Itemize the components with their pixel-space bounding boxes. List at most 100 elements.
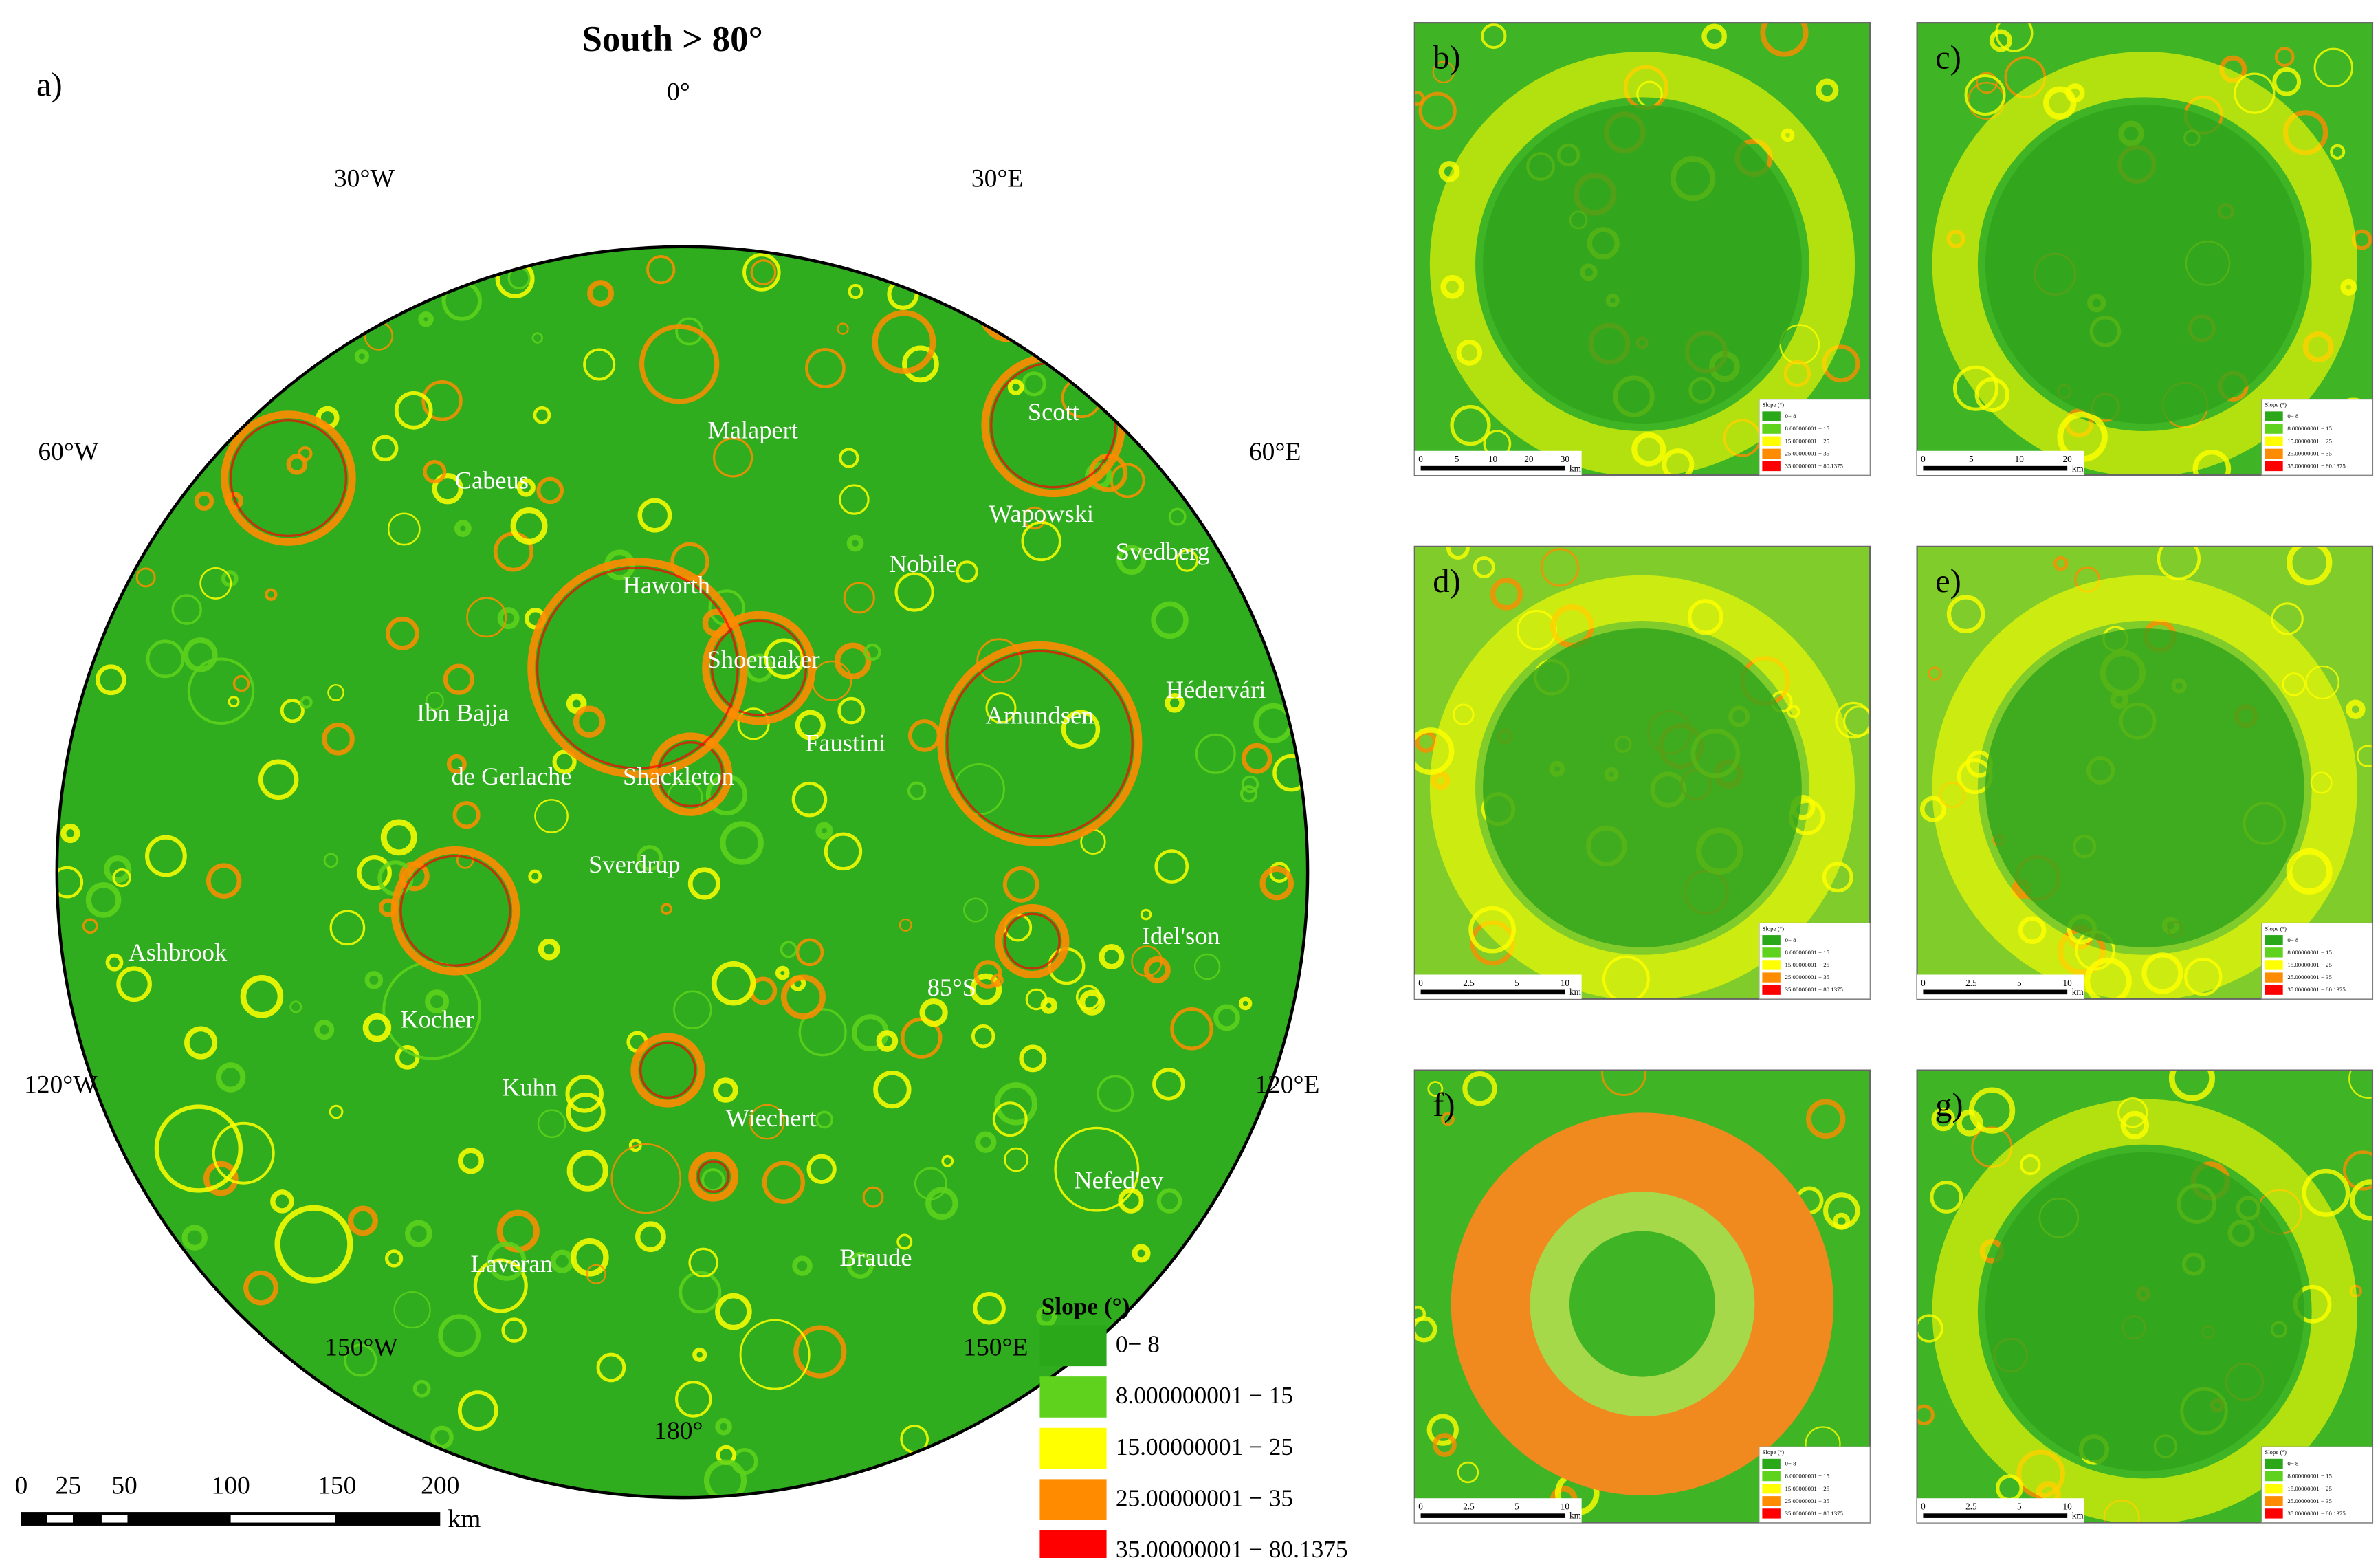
crater-rim xyxy=(510,507,548,545)
mini-scale-tick: 30 xyxy=(1561,454,1570,464)
mini-scale-tick: 2.5 xyxy=(1463,978,1475,988)
crater-name: Ibn Bajja xyxy=(417,699,509,726)
crater-wall xyxy=(1932,1099,2357,1523)
crater-name: Kuhn xyxy=(502,1074,558,1101)
crater-rim xyxy=(537,1109,566,1139)
crater-rim xyxy=(1418,91,1457,130)
crater-rim xyxy=(637,845,663,872)
crater-rim xyxy=(1154,849,1189,884)
mini-legend-title: Slope (°) xyxy=(1762,1449,1784,1456)
crater-rim xyxy=(215,1062,246,1093)
crater-rim xyxy=(1075,985,1101,1010)
mini-legend-swatch xyxy=(1762,411,1781,421)
crater-wall xyxy=(1429,52,1855,476)
crater-rim xyxy=(914,1167,947,1200)
legend-label: 0− 8 xyxy=(1116,1331,1160,1358)
mini-legend-swatch xyxy=(1762,935,1781,945)
crater-rim xyxy=(1976,72,1998,94)
crater-rim xyxy=(862,1186,884,1208)
inset-frame xyxy=(1916,545,2374,1000)
scale-tick-label: 25 xyxy=(56,1471,82,1500)
crater-name: Svedberg xyxy=(1116,538,1210,565)
crater-floor xyxy=(1985,1152,2304,1471)
mini-legend-label: 25.00000001 − 35 xyxy=(1785,1497,1830,1504)
panel-label: d) xyxy=(1433,562,1460,600)
crater-rim xyxy=(534,799,569,833)
crater-rim xyxy=(1003,912,1061,970)
crater-rim xyxy=(421,380,463,421)
mini-legend-label: 25.00000001 − 35 xyxy=(2287,1497,2332,1504)
crater-rim xyxy=(824,832,863,871)
mini-legend-swatch xyxy=(2265,972,2283,983)
crater-rim xyxy=(104,855,132,884)
crater-rim xyxy=(1165,693,1185,713)
mini-legend-label: 8.000000001 − 15 xyxy=(1785,949,1830,956)
crater-rim xyxy=(1432,61,1455,84)
crater-rim xyxy=(228,696,240,708)
mini-legend-label: 25.00000001 − 35 xyxy=(1785,974,1830,980)
crater-rim xyxy=(565,1075,604,1113)
mini-scale-bar xyxy=(1420,465,1565,471)
crater-rim xyxy=(834,642,872,680)
crater-rim xyxy=(265,588,278,601)
crater-rim xyxy=(1213,1004,1240,1031)
crater-rim xyxy=(775,965,790,980)
mini-legend-label: 15.00000001 − 25 xyxy=(1785,961,1830,968)
crater-rim xyxy=(688,1151,739,1202)
mini-scale-tick: 2.5 xyxy=(1965,978,1977,988)
crater-rim xyxy=(2272,67,2302,96)
crater-rim xyxy=(702,611,816,725)
crater-rim xyxy=(750,259,777,285)
crater-rim xyxy=(792,1255,813,1276)
crater-rim xyxy=(399,855,511,967)
crater-name: Idel'son xyxy=(1142,922,1220,950)
mini-scale-tick: 5 xyxy=(2017,1501,2022,1511)
longitude-label: 30°E xyxy=(971,164,1023,193)
crater-rim xyxy=(872,309,936,375)
mini-scale-tick: 10 xyxy=(1488,454,1498,464)
crater-rim xyxy=(1833,1212,1851,1230)
crater-rim xyxy=(815,822,833,840)
crater-rim xyxy=(805,348,846,388)
crater-rim xyxy=(1152,1068,1185,1101)
mini-scale-tick: 0 xyxy=(1418,1501,1423,1511)
crater-name: Wapowski xyxy=(989,500,1094,527)
crater-name: Nobile xyxy=(889,550,957,578)
crater-rim xyxy=(1151,601,1189,639)
mini-legend-swatch xyxy=(2265,1508,2283,1519)
crater-rim xyxy=(112,868,131,888)
mini-scale-tick: 10 xyxy=(1561,978,1570,988)
crater-rim xyxy=(1116,545,1147,575)
crater-rim xyxy=(876,1030,899,1052)
crater-rim xyxy=(1433,1433,1457,1457)
legend-title: Slope (°) xyxy=(1042,1293,1130,1319)
crater-rim xyxy=(1931,1107,1955,1132)
crater-rim xyxy=(270,1189,294,1214)
mini-legend-swatch xyxy=(1762,1458,1781,1469)
mini-legend-label: 15.00000001 − 25 xyxy=(2287,437,2332,444)
crater-rim xyxy=(978,280,1041,342)
crater-rim xyxy=(297,446,313,461)
crater-rim xyxy=(846,1251,874,1279)
crater-rim xyxy=(1061,710,1101,749)
crater-rim xyxy=(362,1013,392,1042)
longitude-label: 30°W xyxy=(334,164,395,193)
crater-rim xyxy=(630,1033,705,1108)
crater-rim xyxy=(536,567,739,769)
crater-rim xyxy=(937,641,1143,846)
crater-rim xyxy=(692,1347,707,1362)
crater-rim xyxy=(329,910,366,946)
crater-rim xyxy=(364,971,384,989)
crater-name: Braude xyxy=(839,1244,912,1271)
crater-wall xyxy=(1932,52,2357,476)
crater-rim xyxy=(780,974,826,1020)
crater-rim xyxy=(2287,546,2333,586)
mini-scale-tick: 5 xyxy=(1455,454,1459,464)
crater-rim xyxy=(466,597,507,638)
crater-rim xyxy=(969,973,1002,1006)
crater-rim xyxy=(344,1343,377,1377)
crater-rim xyxy=(639,324,720,404)
crater-rim xyxy=(405,1220,432,1248)
mini-legend-label: 35.00000001 − 80.1375 xyxy=(2287,463,2346,470)
